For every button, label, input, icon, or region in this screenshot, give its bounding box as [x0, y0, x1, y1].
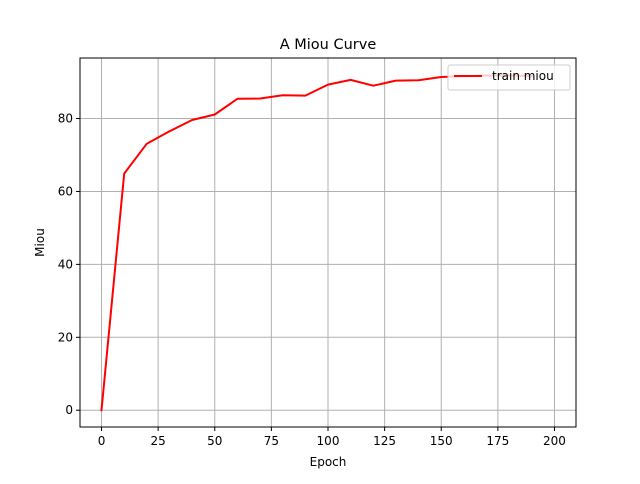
legend-box: [447, 64, 571, 91]
y-tick-label: 40: [58, 257, 73, 271]
x-tick-label: 175: [486, 434, 509, 448]
x-tick-label: 200: [543, 434, 566, 448]
x-tick-label: 0: [98, 434, 106, 448]
y-tick-label: 20: [58, 330, 73, 344]
legend-label-train-miou: train miou: [492, 69, 554, 83]
y-tick-label: 60: [58, 184, 73, 198]
ticks-layer: 0 25 50 75 100 125 150 175 200 0 20 40 60 80: [58, 112, 566, 448]
legend: train miou: [447, 64, 571, 91]
x-tick-label: 100: [317, 434, 340, 448]
x-axis-label: Epoch: [310, 455, 347, 469]
y-tick-label: 80: [58, 112, 73, 126]
x-tick-label: 150: [430, 434, 453, 448]
x-tick-label: 125: [373, 434, 396, 448]
chart-title: A Miou Curve: [280, 37, 377, 53]
y-tick-label: 0: [65, 403, 73, 417]
x-tick-label: 25: [150, 434, 165, 448]
x-tick-label: 50: [207, 434, 222, 448]
x-tick-label: 75: [264, 434, 279, 448]
grid-layer: [80, 58, 576, 427]
y-axis-label: Miou: [33, 228, 47, 257]
